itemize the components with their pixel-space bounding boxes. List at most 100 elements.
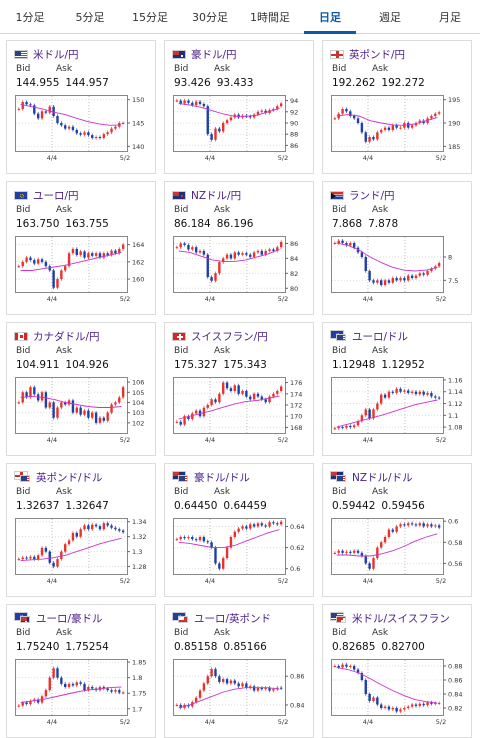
candle-body	[272, 393, 275, 397]
rate-card[interactable]: NZドル/ドル Bid Ask 0.59442 0.59456 0.6 0.58 0.56 4/…	[322, 463, 472, 597]
pair-name[interactable]: ユーロ/ドル	[352, 330, 409, 343]
ask-value: 7.878	[368, 218, 399, 230]
mini-chart[interactable]: 164 162 160 4/4 5/2	[15, 236, 151, 304]
candle-body	[71, 532, 75, 541]
moving-average-line	[336, 666, 438, 704]
pair-link[interactable]: NZドル/円	[172, 188, 241, 202]
pair-link[interactable]: NZドル/ドル	[330, 470, 413, 484]
pair-link[interactable]: ランド/円	[330, 188, 395, 202]
pair-link[interactable]: 英ポンド/円	[330, 47, 405, 61]
tab-2[interactable]: 15分足	[132, 11, 168, 24]
pair-name[interactable]: ランド/円	[349, 189, 395, 202]
tab-6[interactable]: 週足	[379, 11, 401, 24]
pair-link[interactable]: 豪ドル/ドル	[172, 470, 250, 484]
rate-card[interactable]: ユーロ/ドル Bid Ask 1.12948 1.12952 1.16 1.14 1.12 1.…	[322, 322, 472, 456]
pair-link[interactable]: ユーロ/豪ドル	[14, 611, 103, 625]
candle-body	[110, 404, 113, 413]
mini-chart[interactable]: 0.64 0.62 0.6 4/4 5/2	[173, 518, 309, 586]
candle-body	[410, 704, 414, 707]
pair-link[interactable]: ユーロ/円	[14, 188, 79, 202]
ask-value: 0.85166	[223, 641, 267, 653]
candle-body	[229, 537, 233, 548]
pair-name[interactable]: ユーロ/英ポンド	[194, 612, 272, 625]
flag-pair-icon	[172, 471, 190, 483]
pair-link[interactable]: ユーロ/ドル	[330, 329, 408, 343]
ask-label: Ask	[56, 346, 73, 356]
flag-icon	[14, 190, 28, 200]
tab-7[interactable]: 月足	[439, 11, 461, 24]
pair-name[interactable]: ユーロ/豪ドル	[36, 612, 103, 625]
pair-name[interactable]: 豪ドル/円	[191, 48, 237, 61]
tab-5[interactable]: 日足	[300, 4, 360, 34]
pair-name[interactable]: スイスフラン/円	[191, 330, 268, 343]
pair-name[interactable]: NZドル/ドル	[352, 471, 413, 484]
rate-card[interactable]: 英ポンド/ドル Bid Ask 1.32637 1.32647 1.34 1.32 1.3 1.…	[6, 463, 156, 597]
pair-name[interactable]: ユーロ/円	[33, 189, 79, 202]
candle-body	[368, 563, 371, 569]
pair-link[interactable]: ユーロ/英ポンド	[172, 611, 271, 625]
pair-name[interactable]: 英ポンド/円	[349, 48, 406, 61]
candle-body	[349, 243, 352, 246]
ask-label: Ask	[214, 628, 231, 638]
candle-body	[414, 524, 418, 526]
mini-chart[interactable]: 86 84 82 80 4/4 5/2	[173, 236, 309, 304]
mini-chart[interactable]: 1.85 1.8 1.75 1.7 4/4 5/2	[15, 659, 151, 727]
mini-chart[interactable]: 106 105 104 103 102 4/4 5/2	[15, 377, 151, 445]
rate-card[interactable]: ユーロ/豪ドル Bid Ask 1.75240 1.75254 1.85 1.8 1.75 1.…	[6, 604, 156, 738]
candle-body	[249, 116, 252, 118]
tab-3[interactable]: 30分足	[192, 11, 228, 24]
tab-4[interactable]: 1時間足	[250, 11, 290, 24]
candle-body	[276, 106, 279, 109]
mini-chart[interactable]: 1.16 1.14 1.12 1.1 1.08 4/4 5/2	[331, 377, 467, 445]
candle-body	[376, 132, 379, 140]
bid-value: 192.262	[332, 77, 376, 89]
tab-1[interactable]: 5分足	[75, 11, 105, 24]
candle-body	[430, 392, 433, 397]
rate-card[interactable]: 英ポンド/円 Bid Ask 192.262 192.272 195 190 185 4/4 5/…	[322, 40, 472, 174]
candle-body	[233, 531, 236, 538]
rate-card[interactable]: 豪ドル/円 Bid Ask 93.426 93.433 94 92 90 88 86 4/4 5/2	[164, 40, 314, 174]
rate-card[interactable]: NZドル/円 Bid Ask 86.184 86.196 86 84 82 80 4/4 5/2	[164, 181, 314, 315]
candle-body	[349, 551, 352, 553]
y-tick-label: 82	[290, 270, 298, 278]
candle-body	[368, 409, 371, 419]
rate-card[interactable]: カナダドル/円 Bid Ask 104.911 104.926 106 105 104 103 1…	[6, 322, 156, 456]
flag-pair-icon	[172, 612, 190, 624]
pair-name[interactable]: 英ポンド/ドル	[36, 471, 103, 484]
pair-link[interactable]: 英ポンド/ドル	[14, 470, 103, 484]
pair-link[interactable]: スイスフラン/円	[172, 329, 268, 343]
candle-body	[198, 537, 202, 541]
mini-chart[interactable]: 195 190 185 4/4 5/2	[331, 95, 467, 163]
pair-name[interactable]: NZドル/円	[191, 189, 242, 202]
rate-card[interactable]: 米ドル/スイスフラン Bid Ask 0.82685 0.82700 0.88 0.86 0.…	[322, 604, 472, 738]
mini-chart[interactable]: 150 145 140 4/4 5/2	[15, 95, 151, 163]
pair-name[interactable]: カナダドル/円	[33, 330, 100, 343]
mini-chart[interactable]: 1.34 1.32 1.3 1.28 4/4 5/2	[15, 518, 151, 586]
rate-card[interactable]: 豪ドル/ドル Bid Ask 0.64450 0.64459 0.64 0.62 0.6 4/4…	[164, 463, 314, 597]
candle-body	[352, 243, 356, 248]
mini-chart[interactable]: 94 92 90 88 86 4/4 5/2	[173, 95, 309, 163]
pair-name[interactable]: 豪ドル/ドル	[194, 471, 251, 484]
mini-chart[interactable]: 0.86 0.84 4/4 5/2	[173, 659, 309, 727]
pair-name[interactable]: 米ドル/スイスフラン	[352, 612, 450, 625]
mini-chart[interactable]: 0.88 0.86 0.84 0.82 4/4 5/2	[331, 659, 467, 727]
price-values: 93.426 93.433	[174, 77, 260, 89]
pair-link[interactable]: カナダドル/円	[14, 329, 100, 343]
candle-body	[264, 250, 267, 255]
candle-body	[191, 413, 194, 419]
candle-body	[245, 683, 248, 688]
candle-body	[206, 541, 209, 543]
rate-card[interactable]: ユーロ/英ポンド Bid Ask 0.85158 0.85166 0.86 0.84 4/4 5…	[164, 604, 314, 738]
rate-card[interactable]: 米ドル/円 Bid Ask 144.955 144.957 150 145 140 4/4 5/2	[6, 40, 156, 174]
pair-name[interactable]: 米ドル/円	[33, 48, 79, 61]
pair-link[interactable]: 豪ドル/円	[172, 47, 237, 61]
rate-card[interactable]: ユーロ/円 Bid Ask 163.750 163.755 164 162 160 4/4 5/2	[6, 181, 156, 315]
mini-chart[interactable]: 0.6 0.58 0.56 4/4 5/2	[331, 518, 467, 586]
tab-0[interactable]: 1分足	[15, 11, 45, 24]
pair-link[interactable]: 米ドル/スイスフラン	[330, 611, 450, 625]
rate-card[interactable]: スイスフラン/円 Bid Ask 175.327 175.343 176 174 172 170…	[164, 322, 314, 456]
rate-card[interactable]: ランド/円 Bid Ask 7.868 7.878 8 7.5 4/4 5/2	[322, 181, 472, 315]
mini-chart[interactable]: 8 7.5 4/4 5/2	[331, 236, 467, 304]
mini-chart[interactable]: 176 174 172 170 168 4/4 5/2	[173, 377, 309, 445]
pair-link[interactable]: 米ドル/円	[14, 47, 79, 61]
